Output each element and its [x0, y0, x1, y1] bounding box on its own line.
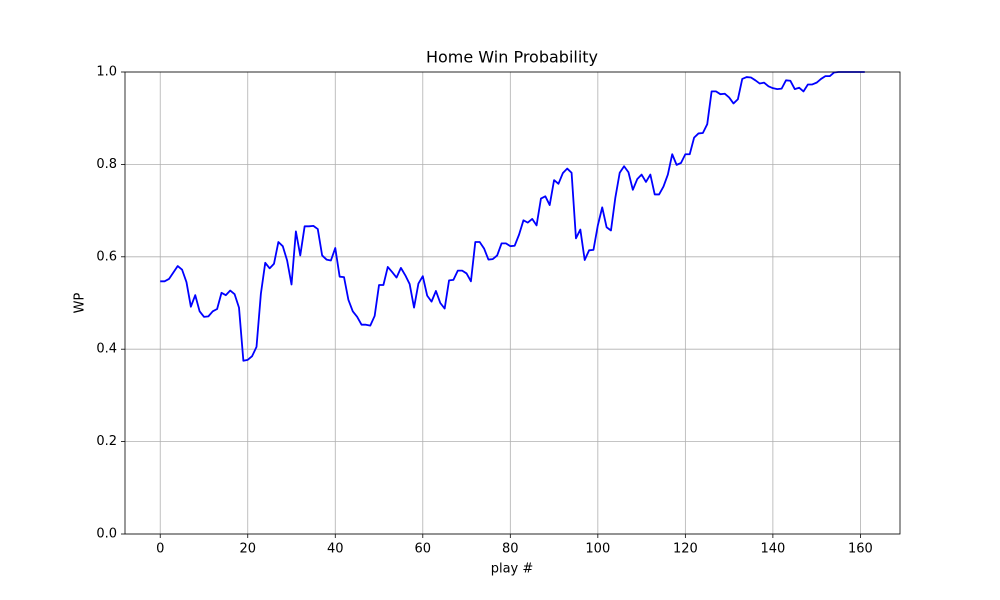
y-tick-label: 0.4	[96, 342, 117, 357]
data-line	[160, 71, 865, 362]
x-tick-label: 120	[673, 542, 698, 557]
x-tick-label: 80	[502, 542, 519, 557]
chart-title: Home Win Probability	[426, 48, 598, 67]
y-tick-label: 1.0	[96, 65, 117, 80]
x-axis-label: play #	[491, 562, 534, 577]
x-tick-label: 40	[327, 542, 344, 557]
plot-frame	[124, 71, 901, 535]
y-tick-label: 0.6	[96, 249, 117, 264]
y-tick-label: 0.0	[96, 527, 117, 542]
x-tick-label: 0	[156, 542, 164, 557]
y-tick-label: 0.8	[96, 157, 117, 172]
y-axis-label: WP	[73, 292, 88, 313]
y-tick-label: 0.2	[96, 434, 117, 449]
x-tick-label: 60	[415, 542, 432, 557]
x-tick-label: 100	[585, 542, 610, 557]
x-tick-label: 20	[239, 542, 256, 557]
x-tick-label: 160	[848, 542, 873, 557]
x-tick-label: 140	[760, 542, 785, 557]
